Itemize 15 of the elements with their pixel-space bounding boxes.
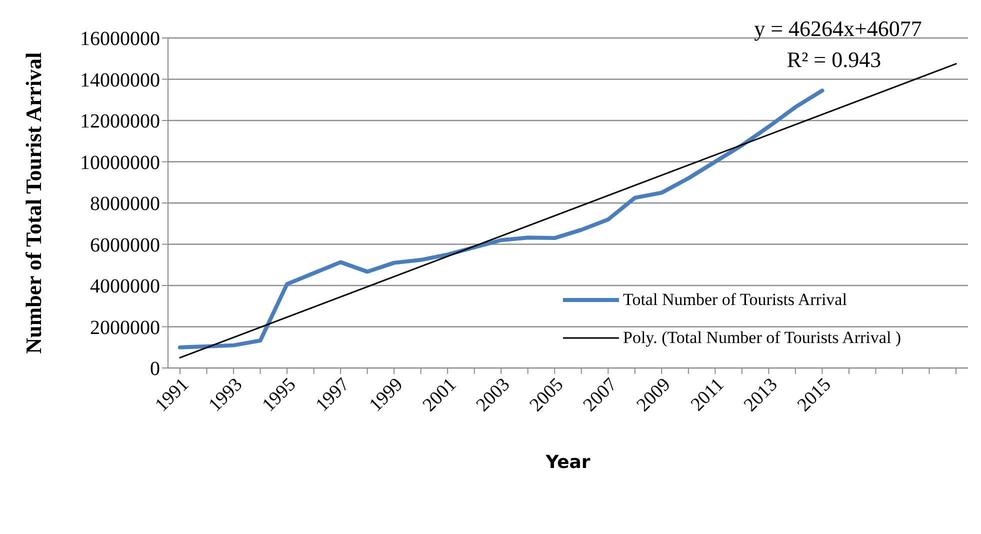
y-axis-title: Number of Total Tourist Arrival [20,52,46,354]
y-tick-label: 12000000 [80,110,160,133]
y-tick-label: 0 [150,358,160,380]
y-tick-label: 16000000 [80,28,160,50]
y-tick-label: 8000000 [90,193,160,216]
x-axis-title: Year [544,452,590,473]
annotation: y = 46264x+46077 [754,16,922,41]
y-tick-label: 10000000 [80,152,160,174]
y-tick-label: 2000000 [90,316,160,339]
y-tick-label: 14000000 [80,69,160,92]
y-tick-label: 6000000 [90,234,160,256]
legend-label: Total Number of Tourists Arrival [623,290,847,310]
annotation: R² = 0.943 [786,47,882,72]
legend-label: Poly. (Total Number of Tourists Arrival ) [623,328,902,348]
y-tick-label: 4000000 [90,276,160,298]
